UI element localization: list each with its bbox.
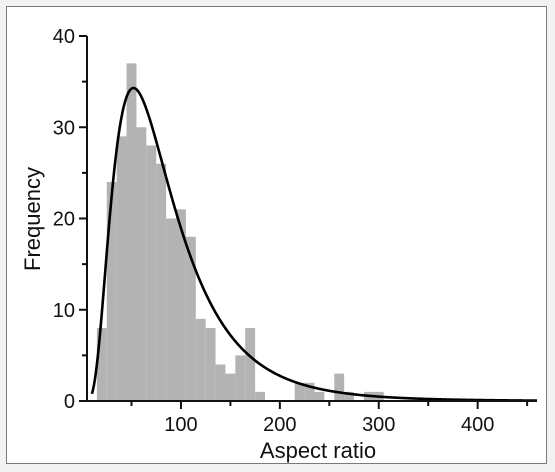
histogram-bar	[314, 392, 324, 401]
x-tick-label: 300	[362, 414, 395, 436]
histogram-bar	[196, 319, 206, 401]
histogram-bar	[235, 355, 245, 401]
y-axis-title: Frequency	[20, 167, 45, 271]
histogram-bar	[107, 182, 117, 401]
histogram-bar	[225, 374, 235, 401]
histogram-bar	[156, 164, 166, 401]
histogram-bar	[216, 365, 226, 402]
histogram-bar	[255, 392, 265, 401]
histogram-bar	[117, 136, 127, 401]
bars-layer	[97, 63, 384, 401]
histogram-bar	[245, 328, 255, 401]
y-tick-label: 10	[53, 300, 75, 322]
histogram-bar	[206, 328, 216, 401]
x-axis-title: Aspect ratio	[260, 438, 376, 463]
histogram-bar	[334, 374, 344, 401]
x-tick-label: 400	[461, 414, 494, 436]
y-tick-label: 30	[53, 117, 75, 139]
y-tick-label: 20	[53, 209, 75, 231]
x-tick-label: 100	[164, 414, 197, 436]
y-tick-label: 40	[53, 26, 75, 48]
histogram-bar	[186, 237, 196, 401]
histogram-bar	[136, 127, 146, 401]
histogram-bar	[146, 146, 156, 402]
y-tick-label: 0	[64, 391, 75, 413]
histogram-bar	[127, 63, 137, 401]
x-tick-label: 200	[263, 414, 296, 436]
histogram-bar	[166, 219, 176, 402]
